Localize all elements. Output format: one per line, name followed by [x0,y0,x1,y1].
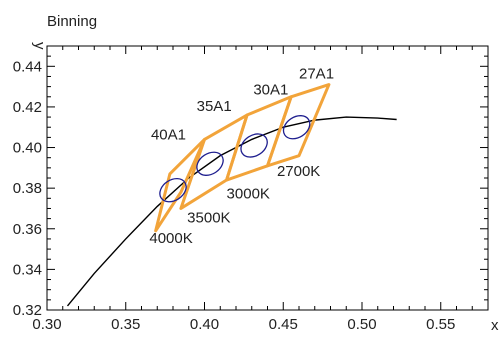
y-tick-label: 0.40 [13,140,42,157]
macadam-ellipse [240,133,268,158]
annotation-27a1: 27A1 [299,65,334,82]
bin-quadrangle-27a1 [266,83,331,168]
annotation-35a1: 35A1 [197,98,232,115]
locus-layer [66,116,397,307]
x-tick-label: 0.35 [111,316,140,333]
annotation-4000k: 4000K [149,230,192,247]
ellipse-layer [159,115,311,203]
annotation-2700k: 2700K [277,163,320,180]
x-tick-label: 0.50 [347,316,376,333]
y-tick-label: 0.36 [13,221,42,238]
bin-layer [154,83,331,233]
y-tick-label: 0.42 [13,99,42,116]
x-tick-label: 0.55 [426,316,455,333]
annotation-layer: 40A1 35A1 30A1 27A1 4000K 3500K 3000K 2700K [149,65,334,246]
macadam-ellipse [282,115,311,140]
y-tick-label: 0.34 [13,261,42,278]
y-axis-label: y [31,42,48,50]
annotation-30a1: 30A1 [253,82,288,99]
annotation-3500k: 3500K [187,210,230,227]
annotation-40a1: 40A1 [151,126,186,143]
y-ticks: 0.32 0.34 0.36 0.38 0.40 0.42 0.44 [13,45,488,319]
y-tick-label: 0.38 [13,180,42,197]
annotation-3000k: 3000K [227,185,270,202]
y-tick-label: 0.32 [13,302,42,319]
chart-title: Binning [47,13,97,30]
y-tick-label: 0.44 [13,58,42,75]
macadam-ellipse [196,151,224,176]
x-ticks: 0.30 0.35 0.40 0.45 0.50 0.55 [32,46,489,333]
x-axis-label: x [491,317,499,334]
x-tick-label: 0.45 [269,316,298,333]
x-tick-label: 0.30 [32,316,61,333]
planckian-locus-line [66,116,397,307]
macadam-ellipse [159,177,187,203]
x-tick-label: 0.40 [190,316,219,333]
